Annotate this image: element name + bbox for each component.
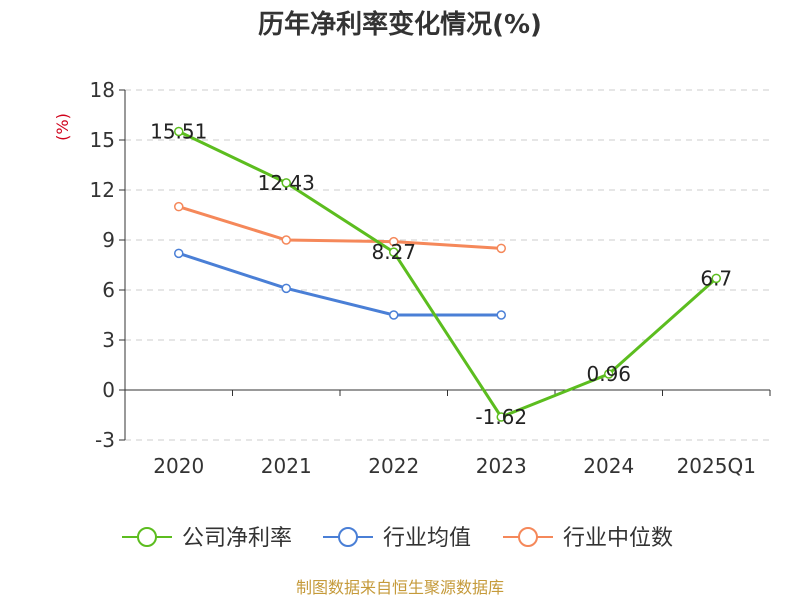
legend-label: 行业均值 bbox=[383, 526, 471, 551]
legend-marker bbox=[518, 527, 538, 547]
x-tick-label: 2025Q1 bbox=[677, 454, 756, 478]
series-point bbox=[496, 310, 506, 320]
series-point bbox=[389, 236, 399, 247]
series-0 bbox=[174, 126, 721, 422]
series-point bbox=[174, 126, 184, 137]
legend[interactable]: 公司净利率 行业均值 行业中位数 bbox=[122, 526, 673, 551]
data-label: 0.96 bbox=[586, 362, 631, 386]
series-layer bbox=[174, 126, 721, 422]
series-point bbox=[389, 310, 399, 320]
grid-lines bbox=[125, 89, 770, 441]
series-line bbox=[178, 251, 502, 317]
legend-item-1[interactable]: 行业均值 bbox=[323, 526, 471, 551]
chart-title: 历年净利率变化情况(%) bbox=[258, 9, 542, 40]
series-line bbox=[178, 130, 718, 419]
data-labels: 15.51 12.43 8.27 -1.62 0.96 6.7 bbox=[150, 120, 732, 430]
source-note: 制图数据来自恒生聚源数据库 bbox=[296, 578, 504, 597]
data-label: 15.51 bbox=[150, 120, 207, 144]
y-tick-label: 6 bbox=[102, 278, 115, 302]
x-tick-label: 2024 bbox=[583, 454, 634, 478]
x-tick-label: 2023 bbox=[476, 454, 527, 478]
series-point bbox=[389, 247, 399, 257]
y-unit-label: (%) bbox=[53, 113, 72, 141]
series-point bbox=[281, 235, 291, 245]
legend-label: 行业中位数 bbox=[563, 526, 673, 551]
series-point bbox=[496, 243, 506, 254]
series-point bbox=[281, 178, 291, 188]
data-label: 8.27 bbox=[371, 240, 416, 264]
y-tick-label: 18 bbox=[90, 78, 115, 102]
series-2 bbox=[174, 201, 506, 254]
series-point bbox=[174, 248, 184, 259]
y-tick-label: -3 bbox=[95, 428, 115, 452]
series-1 bbox=[174, 248, 506, 320]
legend-item-0[interactable]: 公司净利率 bbox=[122, 526, 292, 551]
y-tick-label: 12 bbox=[90, 178, 115, 202]
series-point bbox=[174, 201, 184, 212]
series-point bbox=[711, 273, 721, 284]
legend-marker bbox=[137, 527, 157, 547]
data-label: 6.7 bbox=[700, 266, 732, 290]
series-point bbox=[604, 369, 614, 379]
data-label: 12.43 bbox=[258, 171, 315, 195]
y-tick-label: 3 bbox=[102, 328, 115, 352]
axes: -3 0 3 6 9 12 15 18 2020 2021 2022 2023 2024 2025Q1 bbox=[90, 78, 771, 478]
data-label: -1.62 bbox=[475, 405, 527, 429]
series-line bbox=[178, 205, 502, 250]
x-tick-label: 2020 bbox=[153, 454, 204, 478]
y-tick-label: 9 bbox=[102, 228, 115, 252]
legend-item-2[interactable]: 行业中位数 bbox=[503, 526, 673, 551]
legend-label: 公司净利率 bbox=[182, 526, 292, 551]
series-point bbox=[281, 283, 291, 294]
legend-marker bbox=[338, 527, 358, 547]
x-tick-label: 2021 bbox=[261, 454, 312, 478]
y-tick-label: 15 bbox=[90, 128, 115, 152]
y-tick-label: 0 bbox=[102, 378, 115, 402]
series-point bbox=[496, 412, 506, 422]
x-tick-label: 2022 bbox=[368, 454, 419, 478]
